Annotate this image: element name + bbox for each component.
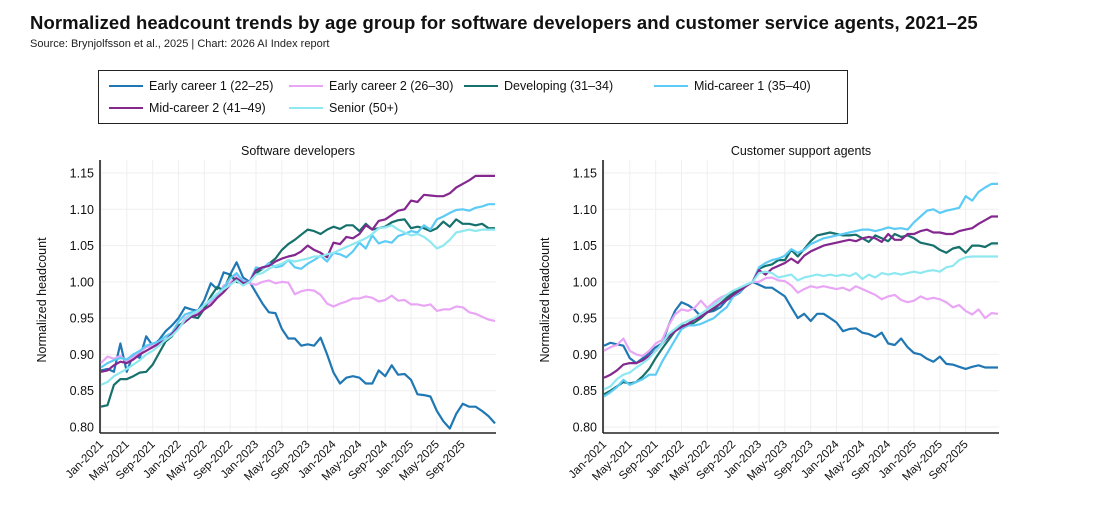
legend-swatch-early-career-1 — [109, 84, 143, 88]
legend-item-mid-career-1[interactable]: Mid-career 1 (35–40) — [654, 79, 811, 93]
y-tick-label: 0.85 — [573, 384, 597, 398]
legend-swatch-early-career-2 — [289, 84, 323, 88]
y-tick-label: 1.00 — [70, 275, 94, 289]
y-tick-label: 1.05 — [573, 239, 597, 253]
legend-swatch-senior — [289, 106, 323, 110]
y-tick-label: 1.10 — [573, 203, 597, 217]
y-tick-label: 1.05 — [70, 239, 94, 253]
series-line-early-career-2-26-30 — [603, 276, 999, 357]
legend-label: Mid-career 2 (41–49) — [149, 101, 266, 115]
legend-item-mid-career-2[interactable]: Mid-career 2 (41–49) — [109, 101, 266, 115]
y-axis-label: Normalized headcount — [35, 237, 49, 363]
series-line-developing-31-34 — [603, 231, 998, 396]
y-tick-label: 1.00 — [573, 275, 597, 289]
series-line-mid-career-1-35-40 — [603, 182, 998, 398]
y-tick-label: 0.95 — [70, 312, 94, 326]
series-line-mid-career-1-35-40 — [100, 203, 495, 369]
panel-title: Software developers — [241, 144, 355, 158]
y-tick-label: 0.90 — [573, 348, 597, 362]
legend-swatch-mid-career-2 — [109, 106, 143, 110]
legend-label: Early career 1 (22–25) — [149, 79, 274, 93]
legend-item-early-career-2[interactable]: Early career 2 (26–30) — [289, 79, 453, 93]
y-tick-label: 0.80 — [70, 421, 94, 435]
legend-swatch-developing — [464, 84, 498, 88]
series-line-mid-career-2-41-49 — [603, 215, 998, 379]
legend-item-developing[interactable]: Developing (31–34) — [464, 79, 613, 93]
legend: Early career 1 (22–25) Early career 2 (2… — [98, 70, 848, 124]
y-tick-label: 0.80 — [573, 421, 597, 435]
legend-label: Early career 2 (26–30) — [329, 79, 454, 93]
series-line-early-career-1-22-25 — [100, 261, 496, 430]
customer-support-panel: 0.800.850.900.951.001.051.101.15Jan-2021… — [538, 144, 999, 483]
legend-label: Developing (31–34) — [504, 79, 614, 93]
legend-item-senior[interactable]: Senior (50+) — [289, 101, 398, 115]
y-tick-label: 0.85 — [70, 384, 94, 398]
chart-source: Source: Brynjolfsson et al., 2025 | Char… — [30, 38, 330, 50]
y-tick-label: 0.95 — [573, 312, 597, 326]
y-axis-label: Normalized headcount — [538, 237, 552, 363]
y-tick-label: 0.90 — [70, 348, 94, 362]
panel-title: Customer support agents — [731, 144, 871, 158]
legend-label: Senior (50+) — [329, 101, 399, 115]
series-line-senior-50 — [603, 255, 998, 391]
series-line-developing-31-34 — [100, 218, 495, 408]
legend-label: Mid-career 1 (35–40) — [694, 79, 811, 93]
y-tick-label: 1.15 — [70, 167, 94, 181]
legend-item-early-career-1[interactable]: Early career 1 (22–25) — [109, 79, 273, 93]
software-developers-panel: 0.800.850.900.951.001.051.101.15Jan-2021… — [35, 144, 496, 483]
legend-swatch-mid-career-1 — [654, 84, 688, 88]
y-tick-label: 1.15 — [573, 167, 597, 181]
series-line-senior-50 — [100, 224, 495, 386]
chart-title: Normalized headcount trends by age group… — [30, 12, 978, 33]
y-tick-label: 1.10 — [70, 203, 94, 217]
series-line-early-career-1-22-25 — [603, 280, 998, 370]
